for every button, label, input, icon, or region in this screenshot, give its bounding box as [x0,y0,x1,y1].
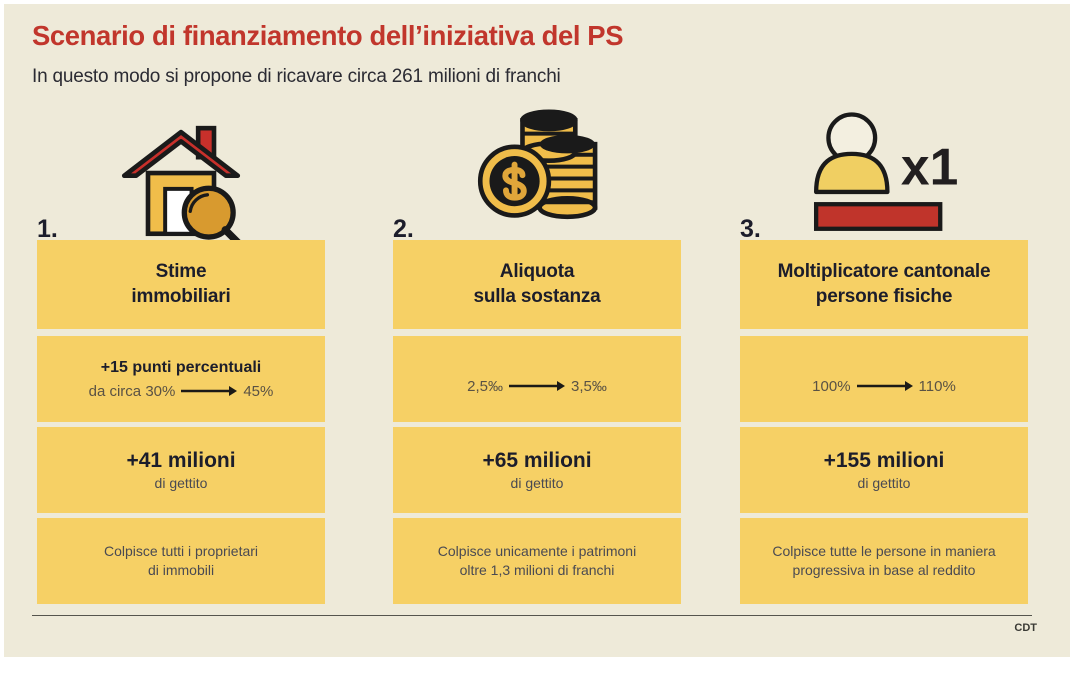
svg-text:x1: x1 [901,138,958,196]
